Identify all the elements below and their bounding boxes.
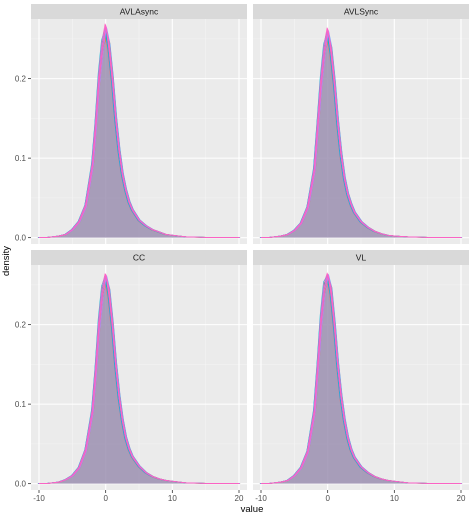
x-tick-label: -10 (255, 494, 267, 503)
density-line-series (260, 27, 461, 238)
x-axis-title: value (241, 504, 264, 515)
facet-avlsync: AVLSync (253, 4, 469, 244)
y-tick-label: 0.1 (15, 400, 27, 409)
density-line-series (38, 273, 239, 484)
facet-avlasync: AVLAsync 0.0 0.1 0.2 (15, 4, 247, 244)
facet-strip-label: CC (133, 253, 145, 263)
facet-strip-label: VL (356, 253, 367, 263)
facet-strip (253, 4, 469, 19)
x-tick-label: 0 (325, 494, 330, 503)
facet-strip (253, 250, 469, 265)
x-tick-label: 10 (168, 494, 177, 503)
facet-vl: VL -10 0 10 20 (253, 250, 469, 503)
y-tick-label: 0.0 (15, 480, 27, 489)
facet-strip-label: AVLAsync (120, 7, 159, 17)
density-line-series (260, 272, 461, 484)
x-tick-label: 20 (235, 494, 244, 503)
facet-strip-label: AVLSync (344, 7, 379, 17)
x-tick-label: 0 (103, 494, 108, 503)
facet-panels: AVLAsync 0.0 0.1 0.2 AVLSync CC 0.0 0.1 0.2 -10 0 1… (15, 4, 469, 503)
y-axis-title: density (1, 246, 12, 276)
y-tick-label: 0.1 (15, 154, 27, 163)
y-tick-label: 0.0 (15, 234, 27, 243)
x-tick-label: -10 (33, 494, 45, 503)
facet-strip (31, 4, 247, 19)
facet-cc: CC 0.0 0.1 0.2 -10 0 10 20 (15, 250, 247, 503)
x-tick-label: 10 (390, 494, 399, 503)
y-tick-label: 0.2 (15, 321, 27, 330)
x-tick-label: 20 (457, 494, 466, 503)
density-line-series (38, 23, 239, 238)
y-tick-label: 0.2 (15, 75, 27, 84)
facet-strip (31, 250, 247, 265)
